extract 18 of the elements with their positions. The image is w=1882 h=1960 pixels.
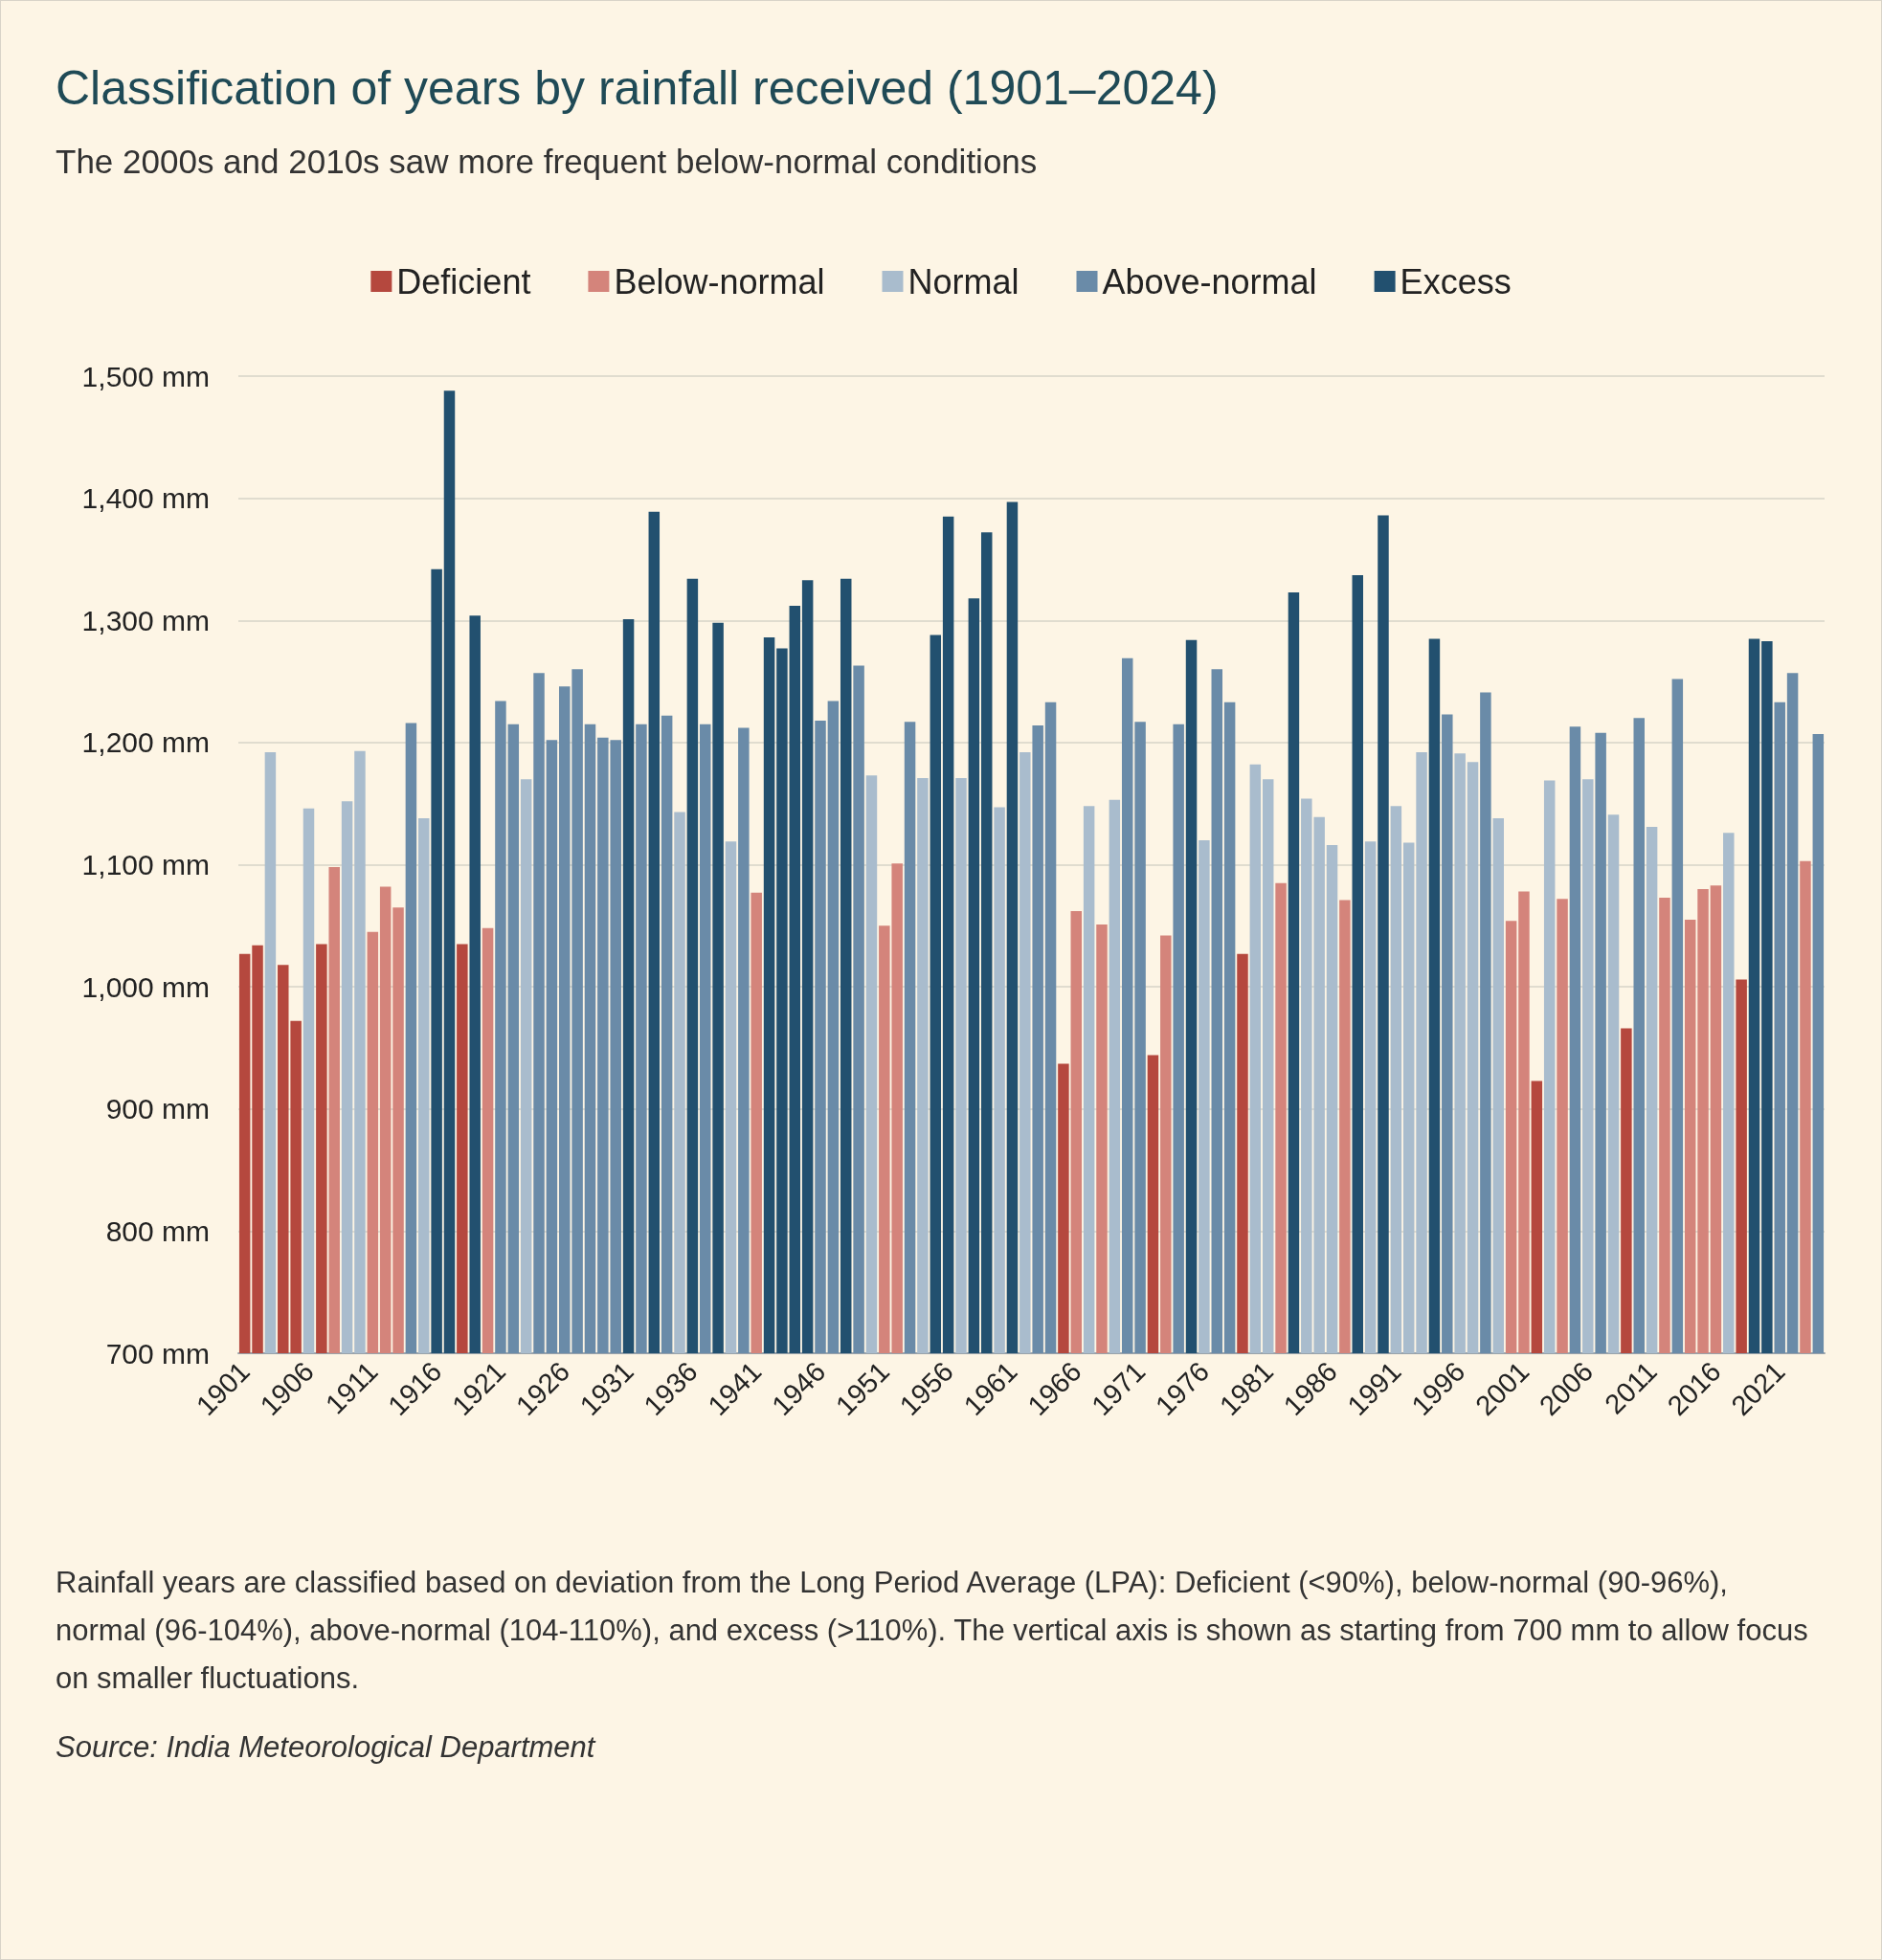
text: Rainfall years are classified based on deviation from the Long Period Average (LPA): Deficient (<90%), below-normal (90-96%), normal (96-104%), above-normal (104-110%), and excess (>110%). The vertical axis is shown as starting from 700 mm to allow focus on smaller fluctuations. bbox=[56, 1565, 1809, 1697]
source-note: Source: India Meteorological Department bbox=[56, 1729, 597, 1766]
y-tick-label: 1,300 mm bbox=[81, 604, 210, 636]
y-tick-label: 700 mm bbox=[105, 1337, 210, 1370]
legend-label: Below-normal bbox=[614, 261, 825, 301]
legend-label: Above-normal bbox=[1102, 261, 1317, 301]
y-tick-label: 1,100 mm bbox=[81, 849, 210, 880]
y-tick-label: 800 mm bbox=[105, 1214, 210, 1247]
legend-label: Excess bbox=[1400, 261, 1512, 301]
legend-label: Normal bbox=[907, 261, 1019, 301]
y-tick-label: 1,000 mm bbox=[81, 970, 210, 1003]
chart-title: Classification of years by rainfall received (1901–2024) bbox=[56, 60, 1219, 116]
y-tick-label: 1,400 mm bbox=[81, 482, 210, 515]
y-tick-label: 1,500 mm bbox=[81, 360, 210, 392]
y-tick-label: 1,200 mm bbox=[81, 726, 210, 759]
legend-label: Deficient bbox=[396, 261, 531, 301]
chart-subtitle: The 2000s and 2010s saw more frequent below-normal conditions bbox=[56, 143, 1038, 181]
y-tick-label: 900 mm bbox=[105, 1093, 210, 1125]
